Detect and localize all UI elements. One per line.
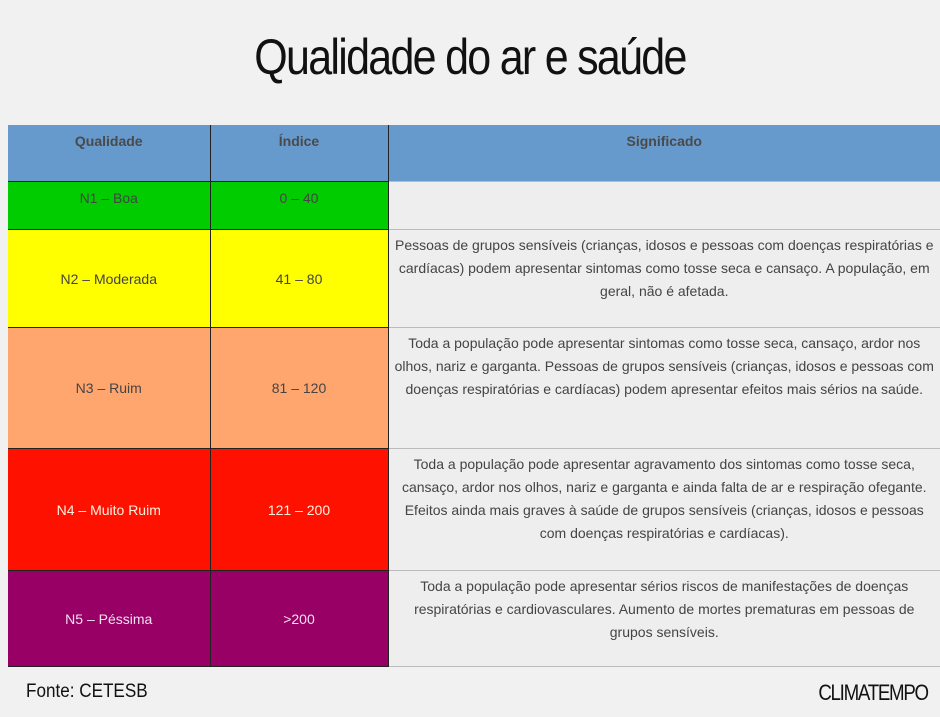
meaning-cell: Toda a população pode apresentar sérios … xyxy=(388,570,940,667)
quality-cell: N2 – Moderada xyxy=(8,229,211,328)
index-cell: 41 – 80 xyxy=(210,229,389,328)
table-row: N2 – Moderada 41 – 80 Pessoas de grupos se… xyxy=(8,229,940,328)
table-row: N3 – Ruim 81 – 120 Toda a população pode a… xyxy=(8,327,940,449)
table-row: N5 – Péssima >200 Toda a população pode ap… xyxy=(8,570,940,667)
header-quality: Qualidade xyxy=(8,125,211,182)
meaning-cell: Toda a população pode apresentar agravam… xyxy=(388,448,940,571)
quality-cell: N4 – Muito Ruim xyxy=(8,448,211,571)
index-cell: 121 – 200 xyxy=(210,448,389,571)
source-label: Fonte: CETESB xyxy=(26,681,148,702)
quality-cell: N5 – Péssima xyxy=(8,570,211,667)
table-header-row: Qualidade Índice Significado xyxy=(8,125,940,182)
quality-cell: N1 – Boa xyxy=(8,181,211,230)
quality-cell: N3 – Ruim xyxy=(8,327,211,449)
index-cell: 81 – 120 xyxy=(210,327,389,449)
index-cell: 0 – 40 xyxy=(210,181,389,230)
index-cell: >200 xyxy=(210,570,389,667)
meaning-cell: Pessoas de grupos sensíveis (crianças, i… xyxy=(388,229,940,328)
table-row: N4 – Muito Ruim 121 – 200 Toda a população… xyxy=(8,448,940,571)
header-index: Índice xyxy=(210,125,389,182)
page-title: Qualidade do ar e saúde xyxy=(254,29,687,85)
meaning-cell: Toda a população pode apresentar sintoma… xyxy=(388,327,940,449)
climatempo-logo: CLIMATEMPO xyxy=(818,680,929,705)
header-meaning: Significado xyxy=(388,125,940,182)
meaning-cell xyxy=(388,181,940,230)
air-quality-table: Qualidade Índice Significado N1 – Boa 0 –… xyxy=(8,125,940,667)
table-row: N1 – Boa 0 – 40 xyxy=(8,181,940,230)
